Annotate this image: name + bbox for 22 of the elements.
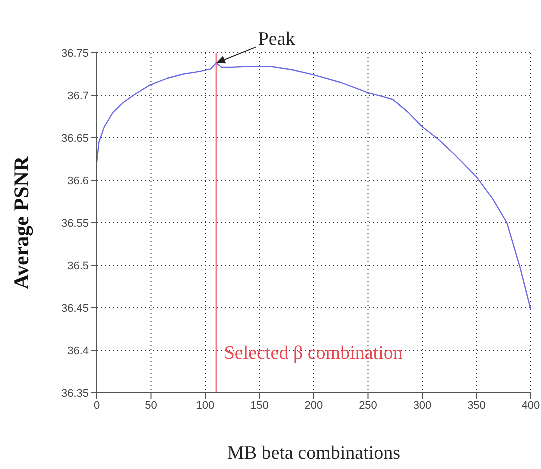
y-tick-label: 36.55 — [61, 218, 89, 230]
ref-line-label: Selected β combination — [224, 343, 404, 364]
y-tick-label: 36.6 — [68, 175, 89, 188]
annotation: Peak — [258, 29, 296, 50]
y-tick-label: 36.5 — [68, 260, 89, 272]
x-tick-label: 300 — [413, 400, 432, 412]
x-tick-label: 250 — [359, 400, 378, 412]
y-tick-label: 36.4 — [68, 345, 89, 358]
x-tick-label: 200 — [304, 400, 324, 412]
x-tick-label: 400 — [522, 400, 540, 412]
x-axis-title: MB beta combinations — [227, 443, 401, 464]
y-tick-label: 36.35 — [61, 388, 89, 400]
x-tick-label: 150 — [250, 400, 269, 412]
x-tick-label: 100 — [196, 400, 215, 412]
y-tick-label: 36.75 — [61, 48, 89, 60]
y-tick-label: 36.7 — [68, 90, 89, 102]
x-tick-label: 350 — [468, 400, 486, 412]
x-tick-label: 0 — [94, 400, 100, 412]
y-tick-label: 36.65 — [61, 132, 89, 145]
y-axis-title: Average PSNR — [9, 156, 34, 290]
y-tick-label: 36.45 — [61, 302, 89, 315]
x-tick-label: 50 — [145, 400, 158, 412]
